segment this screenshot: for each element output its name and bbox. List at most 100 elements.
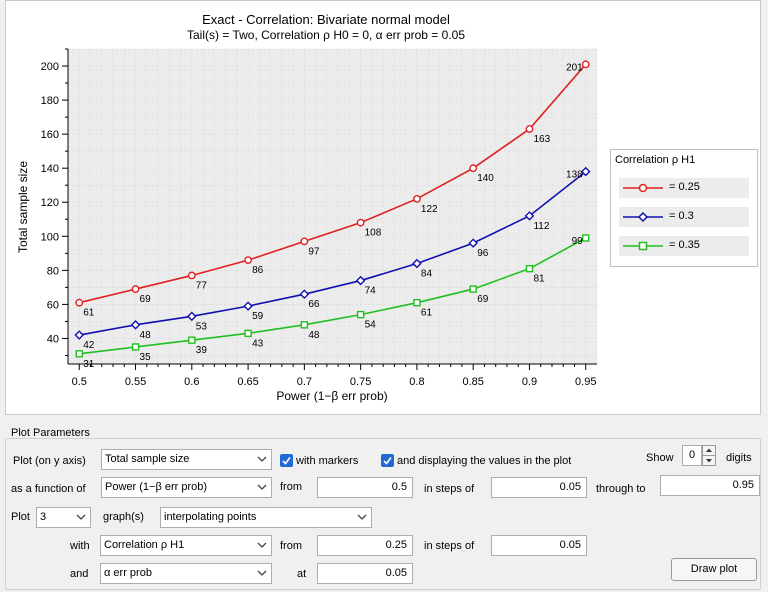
data-point: [581, 60, 590, 69]
data-label: 86: [252, 265, 264, 276]
data-point: [188, 336, 196, 344]
parameters-box: [5, 438, 761, 590]
chevron-down-icon: [257, 542, 267, 548]
data-label: 99: [572, 236, 584, 247]
chevron-down-icon: [257, 570, 267, 576]
legend-title: Correlation ρ H1: [615, 154, 696, 166]
data-label: 122: [421, 204, 438, 215]
data-point: [300, 237, 309, 246]
with-markers-checkbox[interactable]: [280, 454, 293, 467]
y-tick-label: 140: [41, 163, 59, 175]
data-point: [468, 238, 478, 248]
data-label: 42: [83, 340, 95, 351]
data-point: [469, 164, 478, 173]
data-label: 108: [365, 228, 382, 239]
steps-label: in steps of: [424, 483, 475, 495]
y-tick-label: 40: [47, 333, 59, 345]
data-point: [355, 275, 366, 286]
y-tick-label: 120: [41, 197, 59, 209]
legend-marker-square-icon: [623, 241, 663, 251]
data-label: 97: [308, 246, 320, 257]
x-tick-label: 0.5: [72, 376, 87, 388]
data-point: [75, 350, 83, 358]
data-label: 43: [252, 338, 264, 349]
data-label: 163: [533, 134, 550, 145]
y-tick-label: 200: [41, 61, 59, 73]
data-point: [413, 194, 421, 203]
checkmark-icon: [383, 457, 392, 465]
series-steps-input[interactable]: 0.05: [491, 535, 587, 556]
digits-input[interactable]: 0: [682, 445, 702, 466]
x-axis-select[interactable]: Power (1−β err prob): [101, 477, 272, 498]
data-label: 84: [421, 269, 433, 280]
at-label: at: [297, 568, 307, 580]
series-steps-label: in steps of: [424, 540, 475, 552]
data-label: 35: [140, 352, 152, 363]
draw-plot-button[interactable]: Draw plot: [671, 558, 757, 581]
data-label: 69: [477, 294, 489, 305]
through-input[interactable]: 0.95: [660, 475, 760, 496]
steps-input[interactable]: 0.05: [491, 477, 587, 498]
series-from-label: from: [280, 540, 302, 552]
data-label: 77: [196, 280, 208, 291]
series-from-input[interactable]: 0.25: [317, 535, 413, 556]
y-axis-label: Total sample size: [16, 161, 30, 253]
fixed-param-select[interactable]: α err prob: [100, 563, 272, 584]
digits-stepper[interactable]: [702, 445, 716, 466]
chevron-down-icon: [257, 456, 267, 462]
data-point: [582, 234, 590, 242]
data-point: [525, 264, 534, 273]
x-tick-label: 0.8: [409, 376, 424, 388]
display-values-checkbox[interactable]: [381, 454, 394, 467]
data-point: [299, 289, 310, 299]
data-point: [469, 285, 477, 293]
y-tick-label: 60: [47, 299, 59, 311]
y-tick-label: 180: [41, 95, 59, 107]
with-markers-label: with markers: [296, 455, 359, 467]
chevron-down-icon: [257, 484, 267, 490]
data-label: 48: [308, 330, 320, 341]
plot-area: Exact - Correlation: Bivariate normal mo…: [5, 0, 761, 415]
chevron-down-icon: [76, 514, 86, 520]
data-point: [524, 211, 535, 221]
data-label: 48: [140, 330, 152, 341]
data-label: 53: [196, 321, 208, 332]
plot-parameters-panel: Plot Parameters Plot (on y axis) Total s…: [0, 422, 768, 592]
digits-label: digits: [726, 452, 752, 464]
y-axis-select[interactable]: Total sample size: [101, 449, 272, 470]
data-point: [356, 218, 365, 227]
data-label: 201: [566, 62, 583, 73]
function-of-label: as a function of: [11, 483, 86, 495]
data-point: [131, 343, 140, 351]
legend-item-2: = 0.35: [619, 236, 751, 256]
x-tick-label: 0.6: [184, 376, 199, 388]
plot-background: [68, 49, 597, 364]
series-param-select[interactable]: Correlation ρ H1: [100, 535, 272, 556]
data-point: [580, 166, 591, 177]
legend-marker-circle-icon: [623, 183, 663, 193]
x-tick-label: 0.55: [125, 376, 146, 388]
from-input[interactable]: 0.5: [317, 477, 413, 498]
data-label: 61: [421, 308, 433, 319]
plot-label: Plot: [11, 511, 30, 523]
data-point: [74, 330, 85, 340]
data-point: [130, 320, 141, 330]
chart: Exact - Correlation: Bivariate normal mo…: [16, 12, 598, 403]
legend-item-0: = 0.25: [619, 178, 751, 198]
y-tick-label: 100: [41, 231, 59, 243]
x-tick-label: 0.9: [522, 376, 537, 388]
legend-label: = 0.25: [669, 181, 700, 193]
data-point: [187, 271, 196, 280]
data-point: [131, 285, 140, 293]
data-label: 39: [196, 345, 208, 356]
x-tick-label: 0.95: [575, 376, 596, 388]
data-label: 112: [533, 221, 549, 232]
at-input[interactable]: 0.05: [317, 563, 413, 584]
data-point: [300, 321, 309, 329]
graph-mode-select[interactable]: interpolating points: [160, 507, 372, 528]
data-point: [244, 329, 252, 338]
graph-count-select[interactable]: 3: [36, 507, 91, 528]
checkmark-icon: [282, 457, 291, 465]
data-point: [412, 258, 422, 269]
data-point: [187, 311, 197, 322]
